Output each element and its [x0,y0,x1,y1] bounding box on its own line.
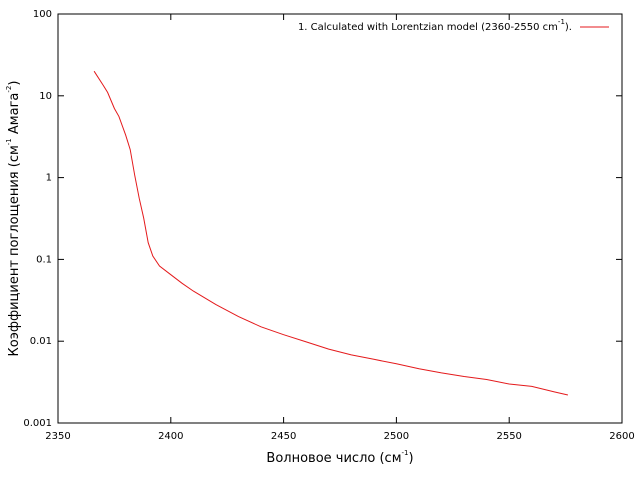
superscript: -1 [558,18,565,26]
y-tick-label: 0.001 [23,418,52,429]
label-part: Волновое число (см [266,451,401,466]
y-tick-label: 100 [33,9,52,20]
x-tick-label: 2550 [496,431,521,442]
legend-label: 1. Calculated with Lorentzian model (236… [298,18,572,33]
label-part: ). [565,22,572,33]
x-tick-label: 2350 [45,431,70,442]
y-tick-label: 0.1 [36,254,52,265]
superscript: -1 [402,449,409,457]
superscript: -2 [5,86,13,93]
label-part: ) [408,451,413,466]
x-axis-label: Волновое число (см-1) [266,449,413,466]
y-tick-label: 1 [46,173,52,184]
superscript: -1 [5,138,13,145]
y-tick-label: 0.01 [30,336,52,347]
label-part: ) [7,81,22,86]
x-tick-label: 2600 [609,431,634,442]
y-tick-label: 10 [39,91,52,102]
plot-frame [57,13,623,424]
label-part: Амага [7,93,22,139]
label-part: 1. Calculated with Lorentzian model (236… [298,22,558,33]
x-tick-label: 2400 [158,431,183,442]
x-tick-label: 2450 [271,431,296,442]
data-line [93,70,569,396]
y-axis-label: Коэффициент поглощения (см-1 Амага-2) [5,81,22,357]
x-tick-label: 2500 [384,431,409,442]
label-part: Коэффициент поглощения (см [7,145,22,356]
